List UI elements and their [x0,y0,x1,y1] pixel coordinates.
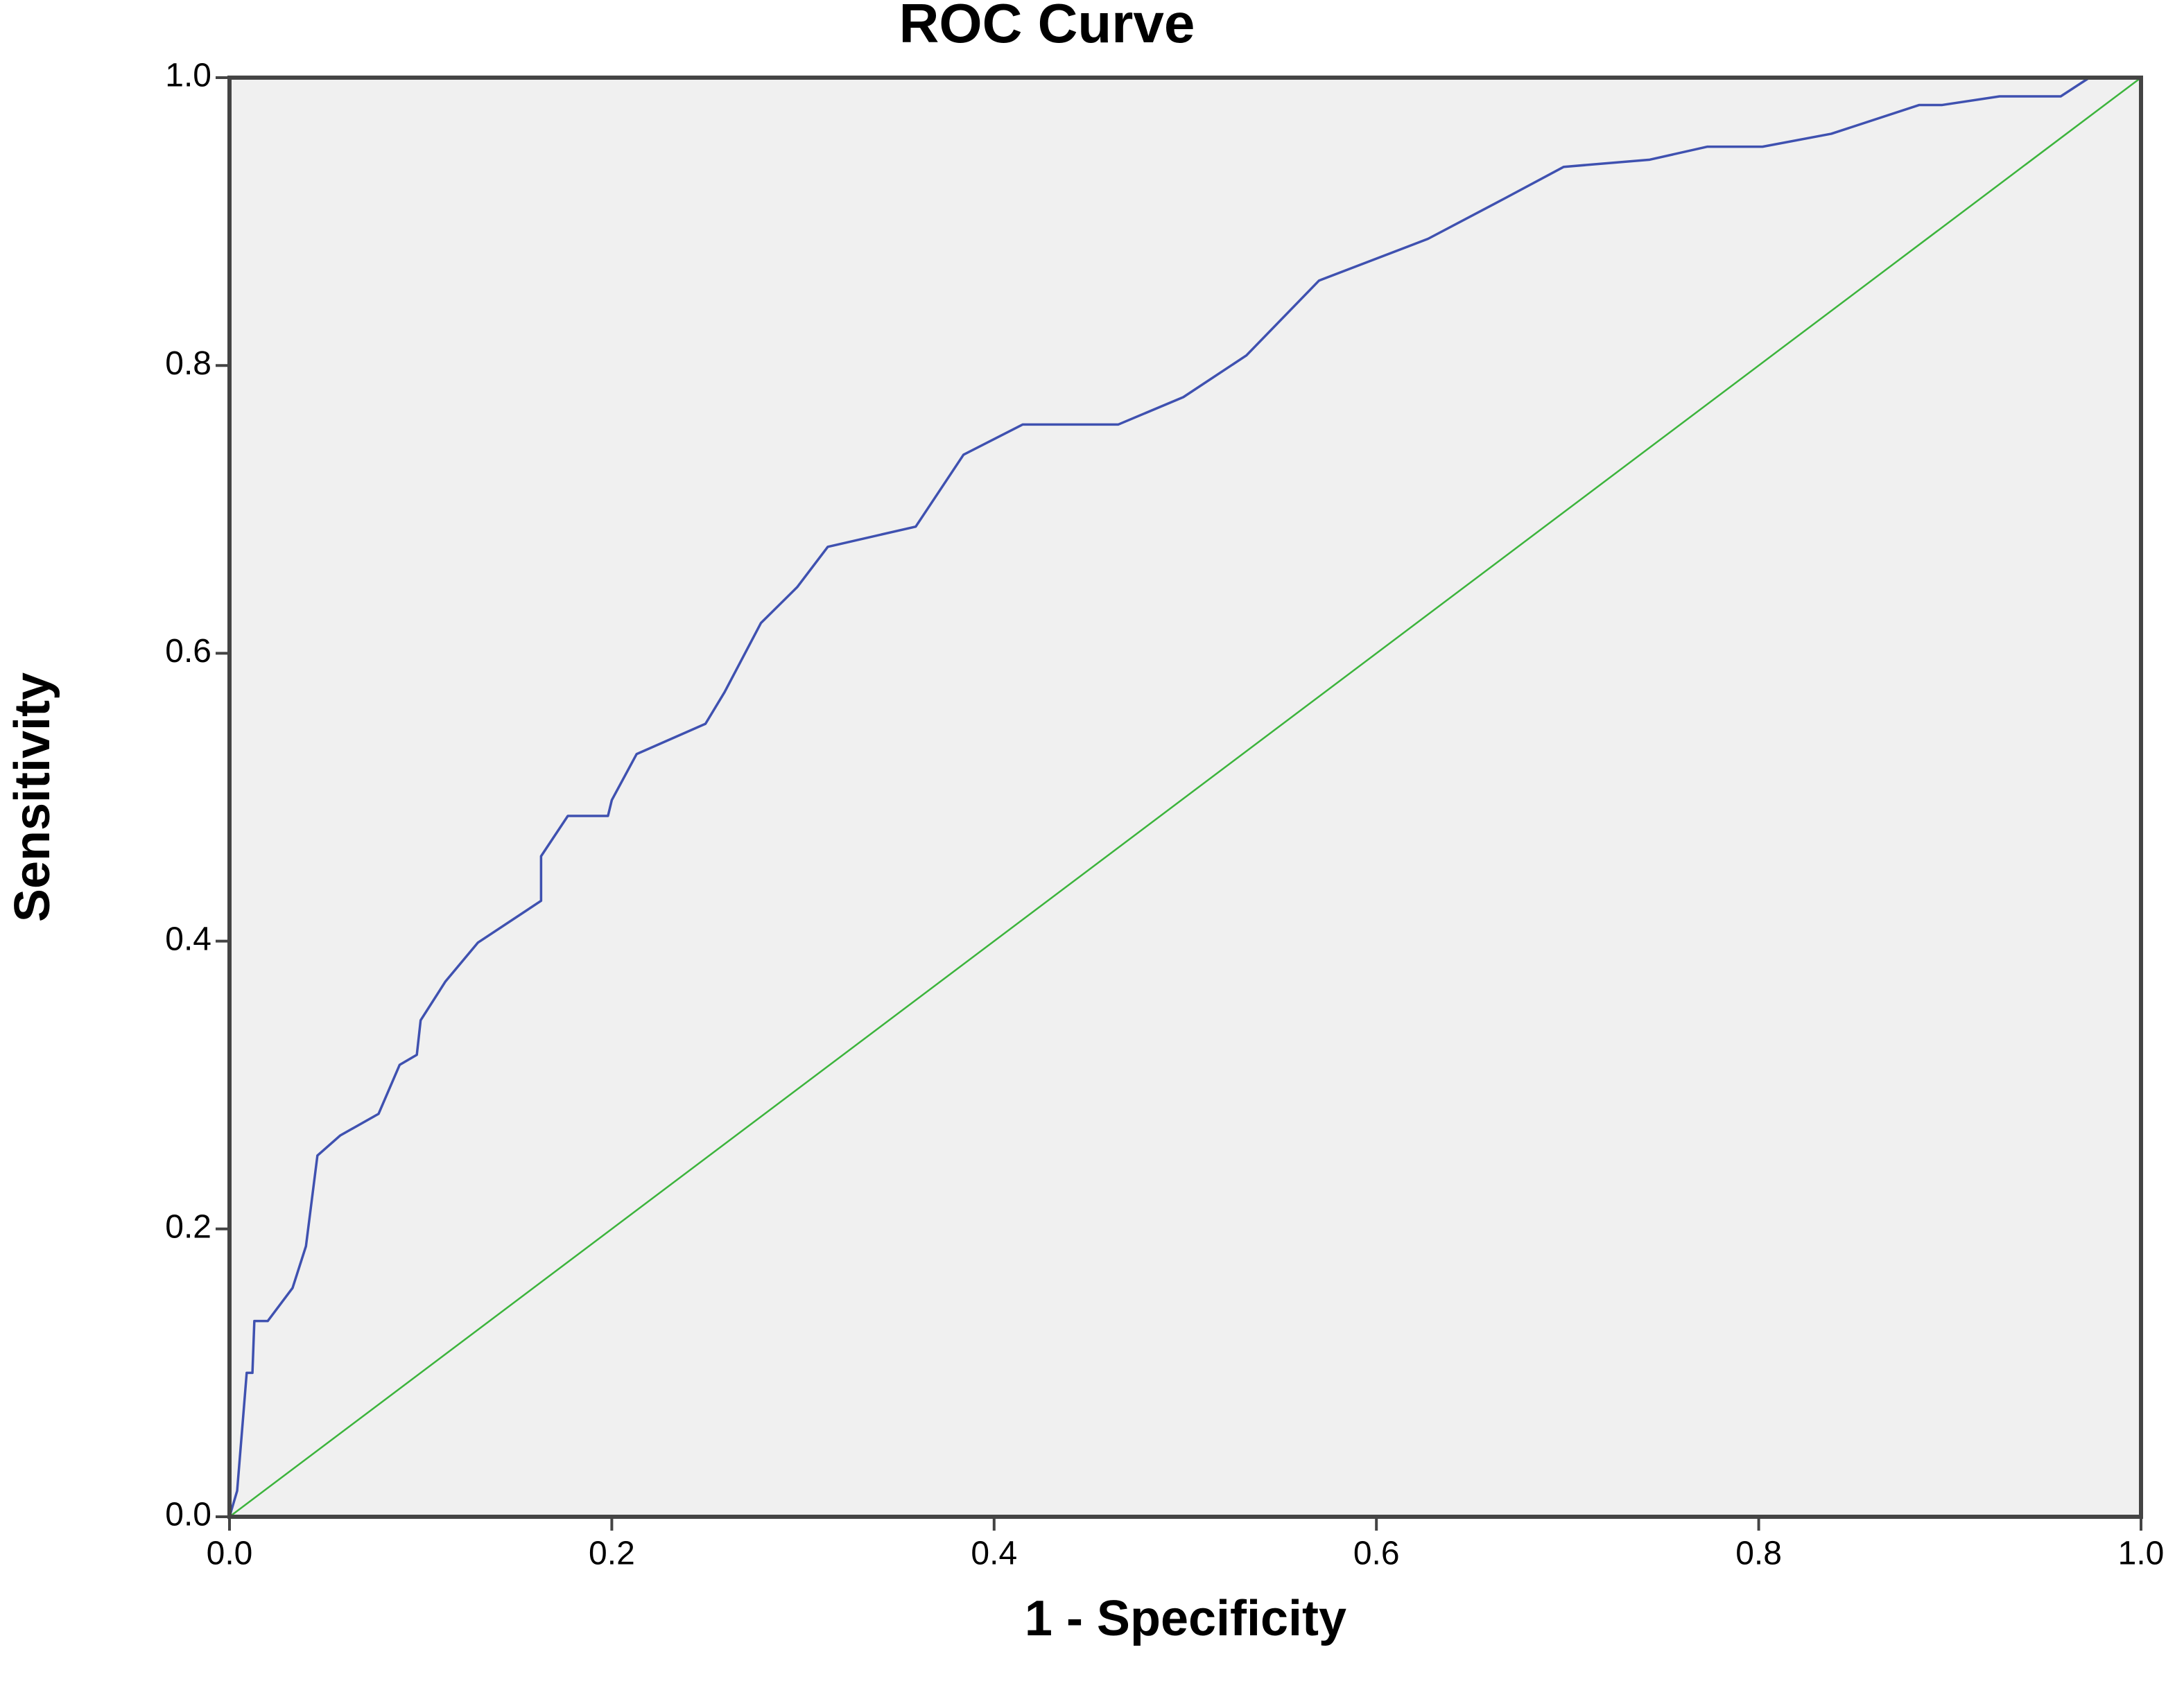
x-tick-label: 0.0 [207,1535,253,1572]
y-tick-label: 0.6 [165,633,211,670]
plot-border [227,76,2143,1519]
series-line [229,77,2142,1517]
x-tick-label: 0.6 [1353,1535,1400,1572]
x-tick-label: 1.0 [2118,1535,2165,1572]
x-axis-label: 1 - Specificity [1025,1591,1346,1646]
y-axis-label: Sensitivity [5,672,60,922]
x-tick-label: 0.8 [1735,1535,1782,1572]
x-tick-label: 0.2 [589,1535,635,1572]
y-tick-label: 0.2 [165,1208,211,1245]
y-tick-label: 1.0 [165,58,211,94]
y-tick-label: 0.8 [165,345,211,382]
y-tick-label: 0.4 [165,921,211,957]
chart-title: ROC Curve [899,0,1195,54]
x-tick-label: 0.4 [971,1535,1017,1572]
series-line [228,76,2141,1517]
y-tick-label: 0.0 [165,1497,211,1533]
